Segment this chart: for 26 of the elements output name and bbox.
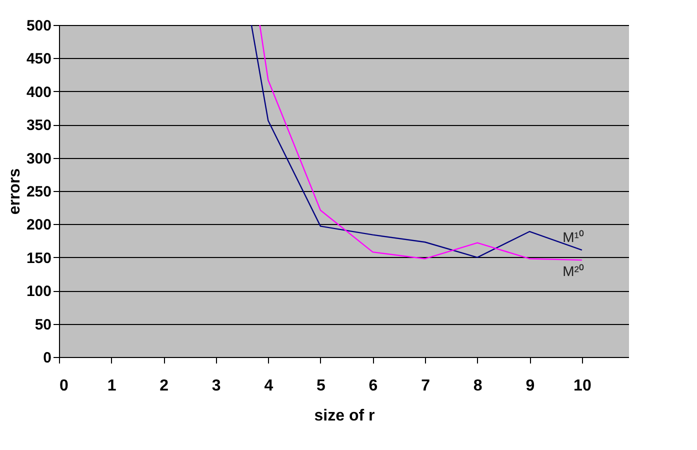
series-label: M²⁰ bbox=[562, 263, 584, 280]
y-tick-label: 100 bbox=[26, 283, 52, 300]
y-tick-label: 400 bbox=[26, 84, 52, 101]
y-tick-label: 350 bbox=[26, 117, 52, 134]
x-axis-title: size of r bbox=[314, 408, 375, 424]
y-tick-label: 250 bbox=[26, 184, 52, 200]
x-tick-label: 10 bbox=[574, 378, 592, 394]
series-label: M¹⁰ bbox=[562, 229, 584, 246]
y-tick-label: 50 bbox=[34, 316, 52, 334]
y-tick-label: 300 bbox=[26, 150, 52, 168]
x-tick-label: 4 bbox=[264, 378, 274, 394]
x-tick-label: 3 bbox=[212, 378, 221, 394]
x-tick-label: 1 bbox=[107, 378, 116, 394]
x-tick-label: 9 bbox=[526, 378, 535, 394]
x-tick-label: 6 bbox=[368, 378, 378, 394]
y-tick-label: 500 bbox=[26, 18, 52, 34]
x-tick-label: 7 bbox=[421, 378, 430, 394]
y-axis-title: errors bbox=[6, 168, 24, 215]
x-tick-label: 2 bbox=[160, 378, 169, 394]
x-tick-label: 0 bbox=[60, 378, 68, 394]
y-tick-label: 450 bbox=[26, 50, 52, 68]
y-tick-label: 0 bbox=[43, 350, 52, 366]
y-tick-label: 200 bbox=[26, 216, 52, 234]
x-tick-label: 5 bbox=[316, 378, 326, 394]
x-tick-label: 8 bbox=[473, 378, 482, 394]
y-tick-label: 150 bbox=[26, 250, 52, 267]
